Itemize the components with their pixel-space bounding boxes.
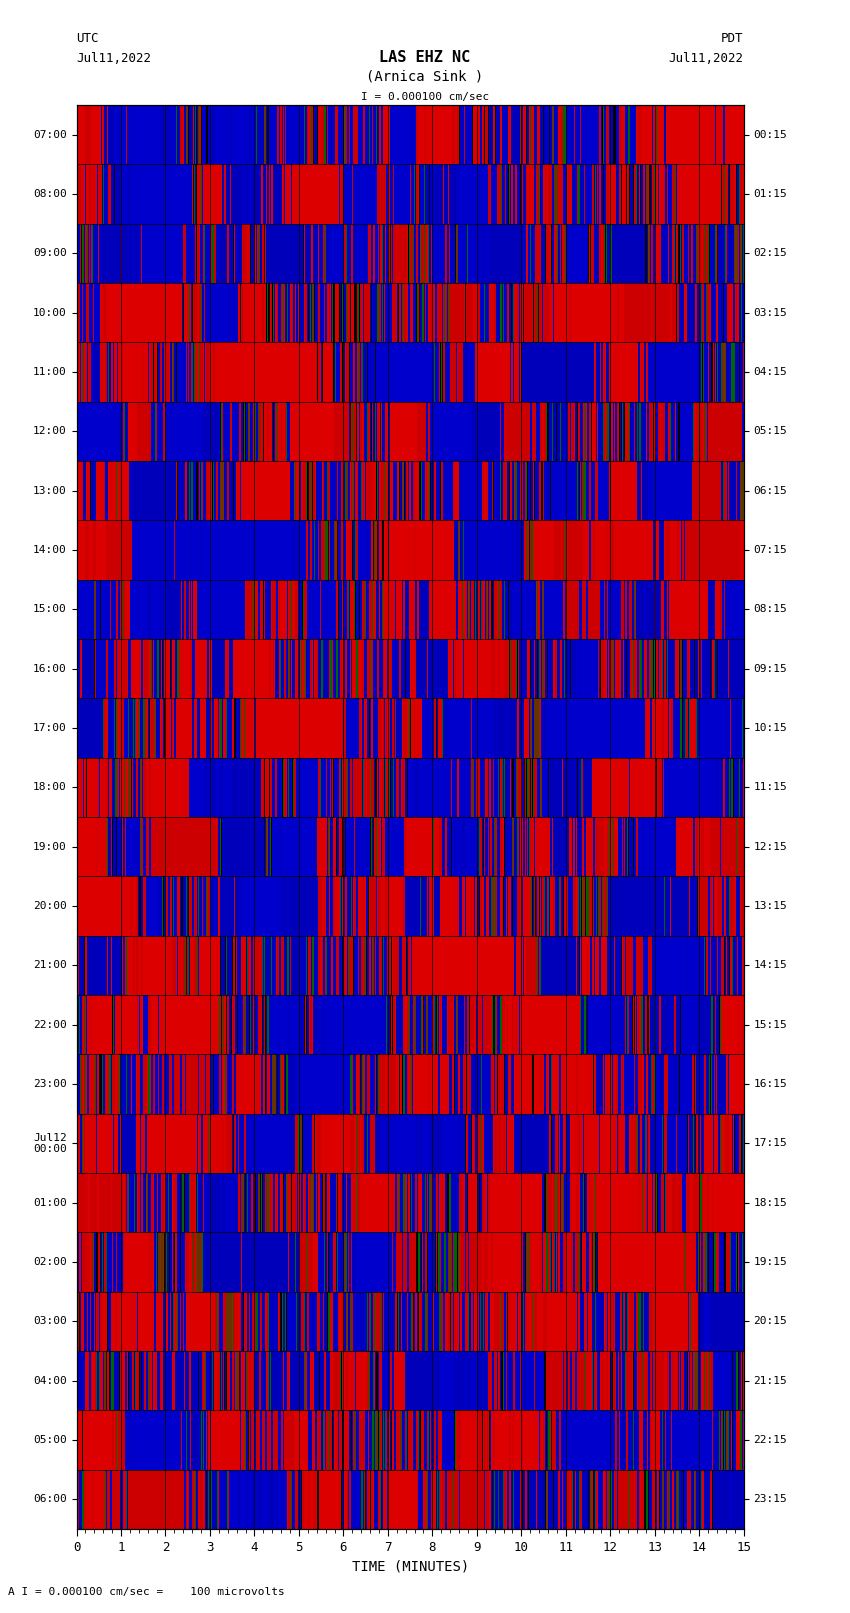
Text: UTC: UTC (76, 32, 99, 45)
Text: LAS EHZ NC: LAS EHZ NC (379, 50, 471, 65)
Text: A I = 0.000100 cm/sec =    100 microvolts: A I = 0.000100 cm/sec = 100 microvolts (8, 1587, 286, 1597)
Text: Jul11,2022: Jul11,2022 (76, 52, 151, 65)
Text: (Arnica Sink ): (Arnica Sink ) (366, 69, 484, 84)
X-axis label: TIME (MINUTES): TIME (MINUTES) (352, 1560, 468, 1574)
Text: Jul11,2022: Jul11,2022 (669, 52, 744, 65)
Text: I = 0.000100 cm/sec: I = 0.000100 cm/sec (361, 92, 489, 102)
Text: PDT: PDT (722, 32, 744, 45)
